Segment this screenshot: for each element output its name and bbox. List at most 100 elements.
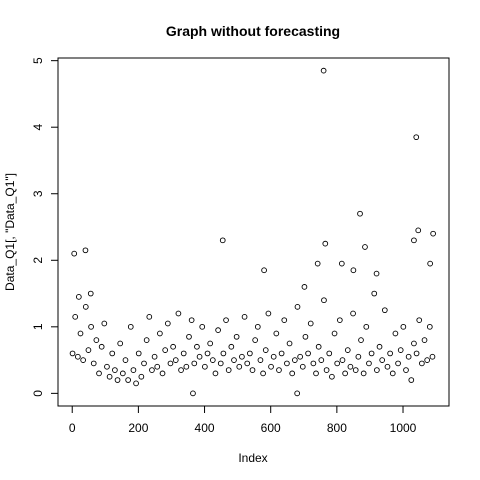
point [257, 357, 264, 363]
point [146, 313, 153, 320]
point [314, 260, 321, 267]
point [162, 347, 169, 353]
point [302, 333, 309, 340]
point [344, 347, 351, 353]
point [350, 310, 356, 317]
point [119, 370, 126, 377]
point [117, 340, 124, 347]
point [241, 313, 248, 320]
point [430, 230, 436, 237]
point [157, 330, 163, 337]
point [87, 290, 94, 297]
point [114, 377, 121, 383]
point [397, 347, 404, 353]
point [301, 284, 308, 290]
point [82, 304, 89, 310]
point [281, 317, 288, 324]
point [159, 370, 166, 377]
point [261, 267, 267, 274]
point [366, 360, 372, 367]
point [138, 373, 145, 380]
point [387, 350, 393, 357]
point [82, 247, 89, 254]
x-tick-label: 200 [128, 421, 148, 435]
point [180, 350, 187, 357]
point [294, 390, 301, 397]
point [154, 363, 161, 370]
point [85, 347, 92, 353]
point [77, 330, 84, 337]
point [270, 353, 277, 360]
point [415, 227, 422, 234]
point [411, 237, 417, 244]
point [413, 350, 420, 357]
point [360, 370, 367, 377]
point [244, 360, 251, 367]
point [149, 367, 155, 373]
x-tick-label: 600 [261, 421, 281, 435]
point [310, 360, 317, 367]
point [172, 357, 179, 363]
point [260, 370, 266, 377]
point [88, 323, 94, 330]
point [231, 357, 237, 363]
point [379, 357, 386, 363]
point [427, 260, 433, 267]
point [74, 353, 81, 360]
point [413, 134, 420, 141]
point [355, 353, 362, 360]
point [357, 210, 363, 217]
point [373, 270, 380, 277]
point [191, 360, 198, 367]
point [392, 330, 399, 337]
point [71, 250, 78, 257]
point [297, 353, 303, 360]
point [178, 367, 184, 373]
point [307, 320, 314, 327]
point [273, 330, 280, 337]
point [381, 307, 388, 314]
point [323, 367, 330, 373]
point [326, 350, 333, 357]
y-tick-label: 4 [31, 124, 45, 131]
x-axis-label: Index [238, 451, 267, 465]
point [403, 367, 409, 373]
point [299, 363, 306, 370]
point [342, 370, 348, 377]
point [106, 373, 113, 380]
point [368, 350, 375, 357]
point [315, 343, 322, 350]
point [183, 363, 190, 370]
point [72, 313, 79, 320]
point [347, 363, 354, 370]
point [186, 333, 192, 340]
point [276, 367, 282, 373]
point [371, 290, 378, 297]
point [395, 360, 401, 367]
point [419, 360, 425, 367]
point [286, 340, 293, 347]
point [196, 353, 203, 360]
y-tick-label: 0 [31, 390, 45, 397]
point [188, 317, 195, 324]
y-tick-label: 3 [31, 190, 45, 197]
point [233, 333, 240, 340]
point [411, 340, 417, 347]
point [202, 363, 208, 370]
y-tick-label: 2 [31, 257, 45, 264]
point [151, 353, 158, 360]
point [400, 323, 407, 330]
x-tick-label: 400 [195, 421, 215, 435]
point [130, 367, 137, 373]
x-tick-label: 1000 [390, 421, 417, 435]
point [291, 357, 298, 363]
point [247, 350, 253, 357]
point [334, 360, 341, 367]
point [424, 357, 431, 363]
point [294, 304, 301, 310]
point [199, 323, 206, 330]
y-tick-label: 5 [31, 57, 45, 64]
point [98, 343, 105, 350]
point [204, 350, 211, 357]
